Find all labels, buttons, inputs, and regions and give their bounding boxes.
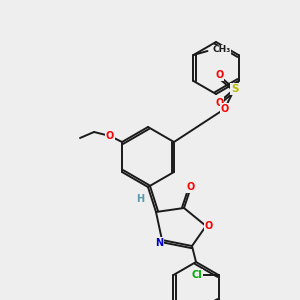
Text: O: O: [215, 98, 223, 108]
Text: O: O: [205, 221, 213, 231]
Text: O: O: [106, 131, 114, 141]
Text: N: N: [155, 238, 163, 248]
Text: S: S: [231, 84, 238, 94]
Text: O: O: [215, 70, 223, 80]
Text: Cl: Cl: [191, 270, 202, 280]
Text: O: O: [220, 104, 229, 114]
Text: O: O: [187, 182, 195, 192]
Text: CH₃: CH₃: [212, 46, 231, 55]
Text: H: H: [136, 194, 144, 205]
